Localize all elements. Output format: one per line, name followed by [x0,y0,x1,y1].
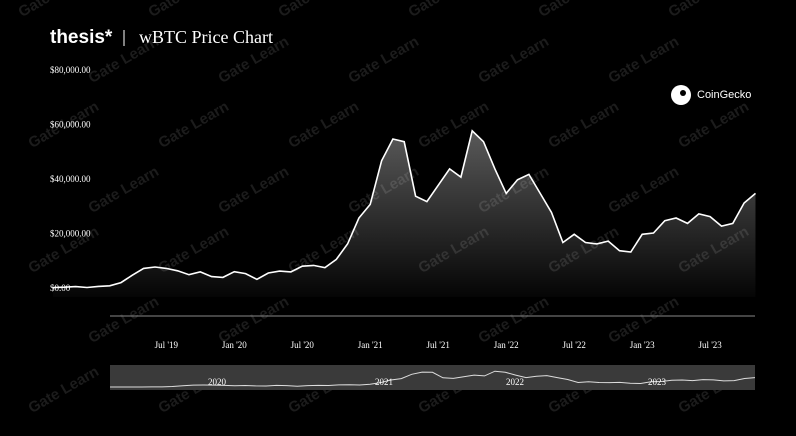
chart-title: wBTC Price Chart [139,27,273,47]
navigator-label: 2022 [506,377,524,387]
navigator-label: 2020 [208,377,227,387]
y-tick-label: $60,000.00 [50,120,91,130]
x-tick-label: Jan '22 [494,340,519,350]
price-line [52,129,757,289]
x-tick-label: Jul '22 [562,340,585,350]
brand: thesis* [50,27,113,48]
x-tick-label: Jul '23 [698,340,722,350]
navigator [110,365,755,390]
y-tick-label: $40,000.00 [50,174,91,184]
y-tick-label: $20,000.00 [50,229,91,239]
area [53,130,756,297]
x-tick-label: Jul '19 [155,340,179,350]
x-tick-label: Jan '21 [358,340,383,350]
x-tick-label: Jul '21 [427,340,450,350]
x-tick-label: Jul '20 [291,340,315,350]
navigator-line [110,370,756,388]
source: CoinGecko [697,89,751,101]
y-tick-label: $80,000.00 [50,65,91,75]
navigator-label: 2021 [375,377,393,387]
x-tick-label: Jan '20 [222,340,247,350]
navigator-label: 2023 [648,377,667,387]
source-logo-eye [680,90,686,96]
x-tick-label: Jan '23 [630,340,655,350]
